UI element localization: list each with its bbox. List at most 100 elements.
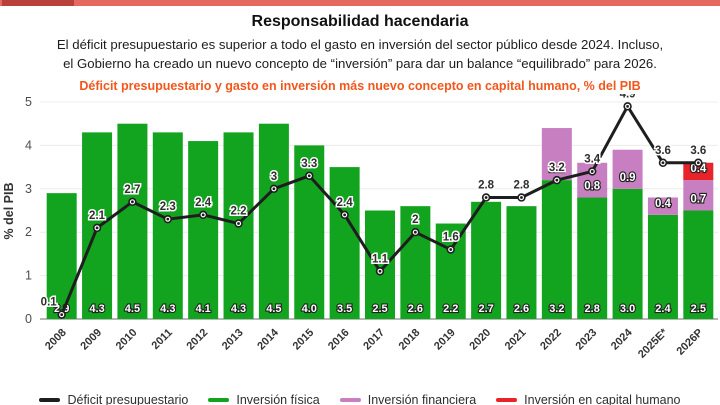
bar-segment-inversion-fisica-2019	[435, 223, 466, 319]
x-tick-label: 2018	[397, 327, 423, 353]
line-point-ring-2017	[377, 268, 383, 274]
line-point-2016	[340, 210, 349, 220]
x-tick-label: 2010	[114, 327, 140, 353]
legend-dash-inversion-financiera	[339, 398, 361, 402]
legend-dash-deficit-presupuestario	[39, 398, 61, 402]
line-value-label-2017: 1.1	[372, 253, 389, 265]
legend-label-deficit-presupuestario: Déficit presupuestario	[67, 393, 189, 405]
bar-segment-inversion-financiera-2026P	[683, 180, 714, 211]
bar-value-label-inversion-financiera: 0.7	[690, 194, 706, 206]
legend-dash-inversion-fisica	[208, 398, 230, 402]
bar-value-label-inversion-fisica: 4.5	[125, 303, 140, 315]
line-value-label-2016: 2.4	[337, 197, 354, 209]
line-point-ring-2013	[235, 220, 242, 227]
line-point-ring-2015	[306, 173, 312, 179]
bar-value-label-inversion-fisica: 4.0	[302, 303, 317, 315]
y-tick-label: 2	[25, 225, 32, 239]
y-tick-label: 5	[25, 95, 32, 109]
line-point-ring-2025E*	[660, 160, 666, 166]
bar-value-label-inversion-fisica: 4.3	[160, 303, 175, 315]
bar-value-label-inversion-fisica: 4.3	[89, 303, 104, 315]
bar-value-label-inversion-fisica: 3.0	[620, 303, 635, 315]
line-point-2015	[305, 171, 314, 180]
line-point-ring-2009	[94, 225, 100, 231]
bar-value-label-inversion-fisica: 2.4	[655, 303, 671, 315]
bar-value-label-inversion-fisica: 3.2	[549, 303, 564, 315]
line-point-ring-2008	[59, 312, 65, 318]
x-tick-label: 2013	[220, 327, 246, 353]
line-point-2018	[411, 228, 420, 237]
bar-segment-inversion-fisica-2010	[117, 123, 148, 319]
bar-segment-inversion-fisica-2012	[188, 141, 219, 319]
bar-value-label-inversion-fisica: 4.1	[196, 303, 211, 315]
line-value-label-2012: 2.4	[195, 197, 212, 209]
line-value-label-2021: 2.8	[513, 179, 530, 191]
line-value-label-2011: 2.3	[160, 201, 176, 213]
x-tick-label: 2022	[538, 327, 564, 353]
chart-canvas: 0 1 2 3 4 5 % del PIB 2008 2009 2010 2011 2012 2013 2…	[2, 87, 718, 361]
line-value-label-2026P: 3.6	[690, 145, 706, 157]
line-point-ring-2024	[624, 103, 631, 109]
line-point-2023	[588, 167, 597, 176]
line-point-ring-2023	[589, 168, 595, 175]
line-value-label-2020: 2.8	[478, 179, 495, 191]
line-value-label-2010: 2.7	[124, 184, 140, 196]
legend-label-inversion-financiera: Inversión financiera	[367, 393, 477, 405]
bar-value-label-inversion-fisica: 4.5	[266, 303, 281, 315]
x-tick-label: 2015	[291, 327, 317, 353]
bar-segment-inversion-fisica-2025E*	[647, 214, 678, 319]
top-banner-accent	[2, 0, 74, 6]
x-tick-label: 2021	[503, 327, 529, 353]
bar-value-label-inversion-fisica: 2.5	[691, 303, 706, 315]
x-tick-label: 2026P	[674, 327, 705, 358]
bar-value-label-inversion-financiera: 0.4	[655, 198, 672, 210]
line-point-ring-2011	[165, 216, 171, 222]
bar-segment-inversion-fisica-2014	[258, 123, 289, 319]
legend-item-deficit-presupuestario: Déficit presupuestario	[39, 393, 188, 405]
line-point-2020	[481, 193, 491, 202]
line-point-ring-2018	[412, 229, 418, 235]
subtitle-line-1: El déficit presupuestario es superior a …	[56, 37, 664, 52]
bar-value-label-inversion-fisica: 2.2	[443, 303, 458, 315]
line-point-2011	[163, 214, 172, 224]
bar-segment-inversion-financiera-2025E*	[647, 197, 678, 215]
x-tick-label: 2025E*	[636, 326, 671, 361]
line-point-2008	[57, 310, 66, 319]
line-point-2014	[269, 184, 279, 193]
line-value-label-2008: 0.1	[41, 297, 58, 309]
line-value-label-2009: 2.1	[89, 210, 106, 222]
y-tick-label: 1	[25, 269, 32, 283]
line-point-2025E*	[658, 158, 668, 167]
bar-segment-inversion-fisica-2008	[46, 193, 77, 319]
legend-item-inversion-fisica: Inversión física	[208, 393, 320, 405]
page-title: Responsabilidad hacendaria	[251, 13, 469, 30]
line-point-2022	[552, 175, 562, 185]
line-point-2010	[128, 197, 137, 207]
legend-dash-inversion-capital-humano	[496, 398, 518, 402]
bar-value-label-inversion-fisica: 2.6	[408, 303, 423, 315]
legend-label-inversion-capital-humano: Inversión en capital humano	[524, 393, 681, 405]
bar-segment-inversion-fisica-2011	[152, 132, 183, 319]
legend-item-inversion-capital-humano: Inversión en capital humano	[496, 393, 681, 405]
line-value-label-2014: 3	[271, 171, 277, 183]
x-tick-label: 2014	[255, 326, 281, 352]
x-tick-label: 2020	[467, 327, 493, 353]
line-point-2019	[446, 245, 455, 254]
bar-value-label-inversion-financiera: 1.2	[549, 163, 565, 175]
y-tick-label: 4	[25, 138, 32, 152]
line-point-ring-2014	[271, 186, 277, 192]
bar-segment-inversion-fisica-2015	[294, 145, 325, 319]
bar-value-label-inversion-fisica: 2.5	[372, 303, 387, 315]
line-value-label-2022: 3.2	[549, 162, 565, 174]
bar-segment-inversion-fisica-2021	[506, 206, 537, 319]
bar-segment-inversion-financiera-2024	[612, 149, 643, 189]
bar-segment-inversion-fisica-2026P	[683, 210, 714, 319]
bar-value-label-inversion-fisica: 2.8	[585, 303, 600, 315]
line-point-2021	[517, 193, 526, 202]
x-tick-label: 2009	[78, 327, 104, 353]
y-axis-title: % del PIB	[2, 183, 16, 240]
line-point-ring-2010	[129, 199, 136, 205]
line-point-ring-2019	[448, 246, 454, 253]
legend-item-inversion-financiera: Inversión financiera	[339, 393, 477, 405]
top-banner	[0, 0, 720, 6]
